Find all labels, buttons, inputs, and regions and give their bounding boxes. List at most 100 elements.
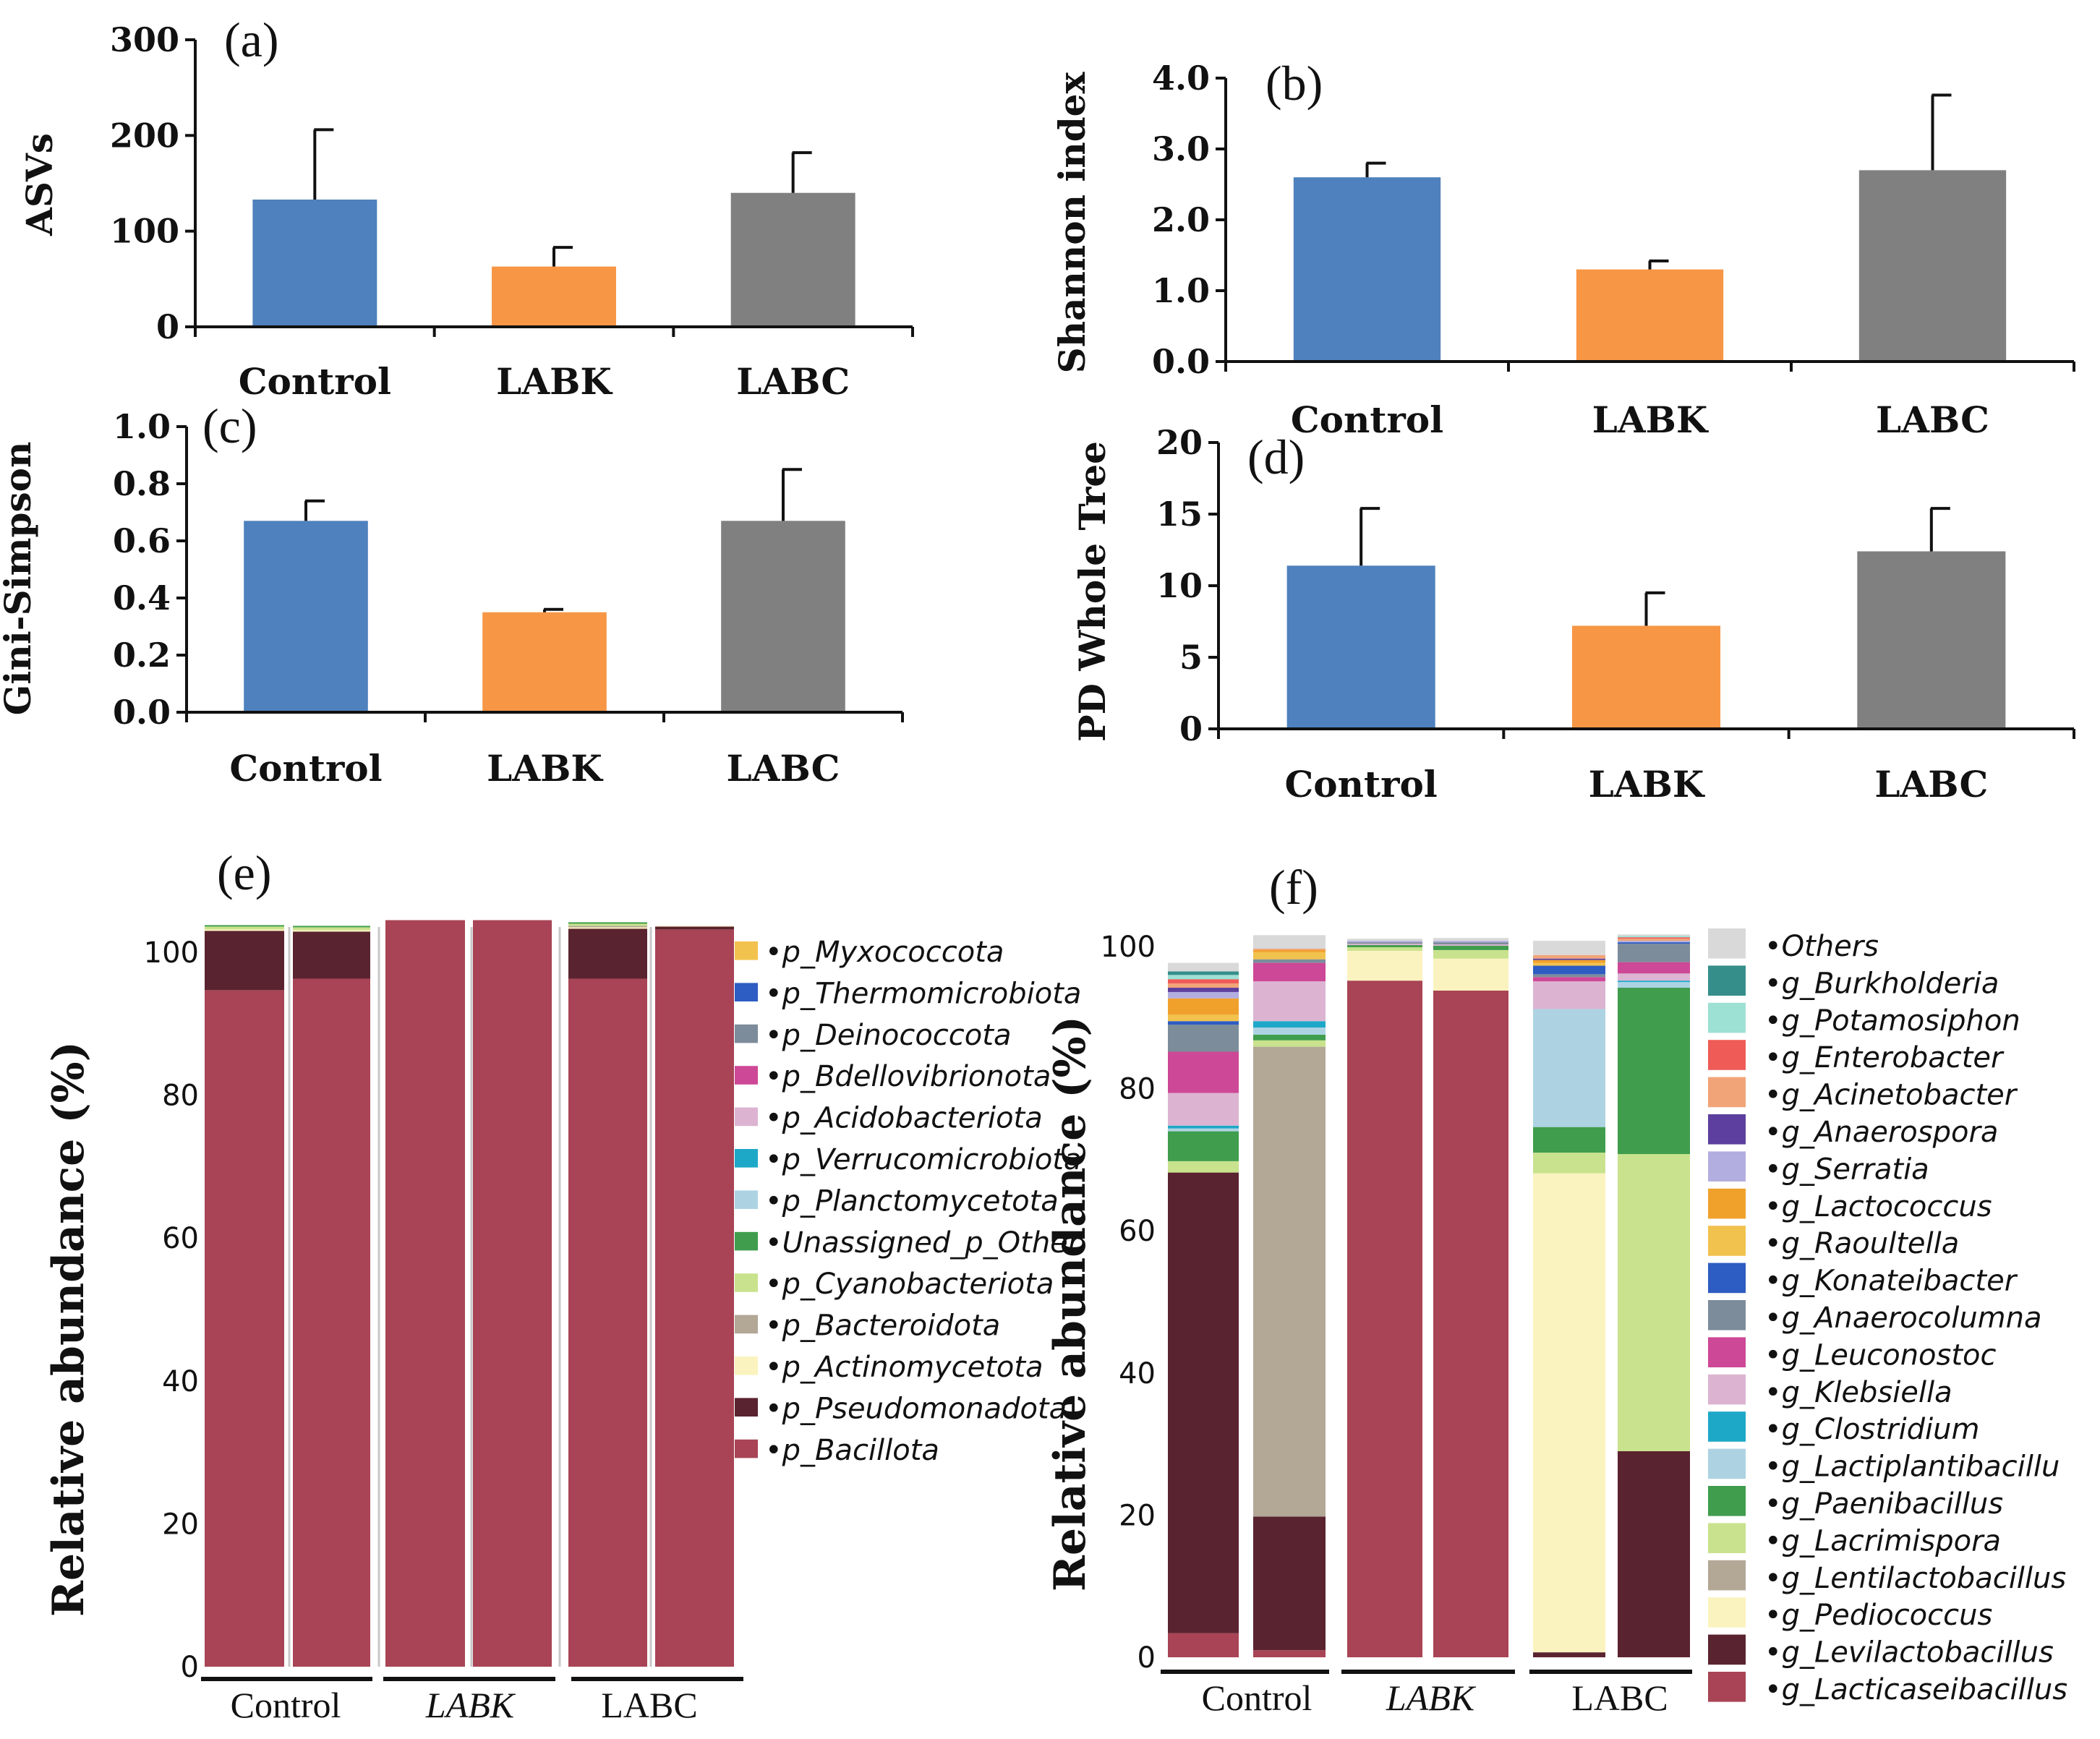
y-tick-label: 20 (162, 1508, 199, 1541)
legend-label: •g_Leuconostoc (1764, 1338, 1997, 1372)
stack-segment (1253, 1027, 1326, 1035)
legend-label: •g_Klebsiella (1764, 1376, 1952, 1409)
legend-label: •p_Myxococcota (765, 936, 1004, 969)
y-tick-label: 60 (162, 1222, 199, 1255)
legend-label: •p_Actinomycetota (765, 1351, 1043, 1384)
legend-swatch (1708, 1262, 1746, 1294)
stack-segment (1533, 1127, 1605, 1153)
stack-segment (205, 931, 284, 991)
legend-swatch (735, 1356, 758, 1375)
stack-segment (1168, 1128, 1239, 1132)
legend-label: •p_Verrucomicrobiota (765, 1143, 1081, 1176)
stack-segment (1168, 1131, 1239, 1161)
legend-label: •g_Raoultella (1764, 1227, 1959, 1260)
legend-label: •g_Pediococcus (1764, 1599, 1992, 1632)
y-tick-label: 0.6 (113, 521, 171, 560)
stack-segment (1253, 952, 1326, 960)
legend-swatch (1708, 1300, 1746, 1330)
stack-segment (1618, 936, 1690, 938)
y-tick-label: 40 (1119, 1357, 1156, 1390)
stack-segment (1618, 939, 1690, 941)
stack-segment (1618, 1450, 1690, 1657)
y-tick-label: 0 (156, 307, 179, 346)
stack-segment (1168, 971, 1239, 975)
stack-segment (1253, 949, 1326, 952)
legend-label: •g_Burkholderia (1764, 967, 1999, 1000)
legend-label: •Others (1764, 930, 1879, 963)
y-tick-label: 3.0 (1152, 129, 1210, 168)
stack-segment (568, 928, 647, 979)
y-tick-label: 10 (1156, 566, 1203, 605)
y-tick-label: 4.0 (1152, 59, 1210, 98)
y-tick-label: 100 (1101, 931, 1156, 964)
stack-segment (1347, 980, 1422, 1657)
group-label: LABK (1386, 1678, 1477, 1718)
legend-swatch (1708, 1672, 1746, 1702)
y-tick-label: 100 (144, 936, 199, 970)
stack-segment (1253, 1046, 1326, 1517)
stack-segment (1347, 945, 1422, 947)
stack-segment (1168, 1051, 1239, 1093)
stack-segment (1533, 1652, 1605, 1657)
stack-segment (1347, 942, 1422, 944)
stack-segment (1433, 949, 1508, 959)
y-tick-label: 300 (110, 20, 179, 59)
group-label: LABC (601, 1685, 697, 1725)
stack-segment (1168, 979, 1239, 984)
y-tick-label: 0.0 (113, 693, 171, 732)
x-tick-label: LABC (736, 360, 850, 403)
stack-segment (1168, 988, 1239, 992)
stack-segment (1168, 991, 1239, 999)
bar (1858, 170, 2007, 362)
stack-segment (1168, 983, 1239, 988)
stack-segment (1168, 998, 1239, 1015)
stack-segment (1347, 944, 1422, 946)
panel-label: (c) (202, 398, 257, 453)
y-tick-label: 0 (1179, 709, 1203, 748)
stack-segment (1253, 1034, 1326, 1041)
stack-segment (293, 930, 370, 932)
y-tick-label: 200 (110, 116, 179, 155)
legend-swatch (1708, 1486, 1746, 1516)
bar (730, 192, 855, 327)
stack-segment (205, 990, 284, 1667)
stack-segment (1253, 959, 1326, 963)
stack-segment (1433, 938, 1508, 941)
y-axis-title: ASVs (18, 133, 61, 236)
y-axis-title: PD Whole Tree (1071, 441, 1114, 742)
stack-segment (1168, 962, 1239, 972)
stack-segment (1533, 954, 1605, 959)
stack-segment (1433, 942, 1508, 945)
stack-segment (293, 927, 370, 931)
stack-segment (1533, 941, 1605, 955)
y-tick-label: 0.8 (113, 464, 171, 503)
stack-segment (568, 927, 647, 929)
y-tick-label: 100 (110, 212, 179, 251)
legend-swatch (735, 1107, 758, 1127)
legend-label: •g_Lactiplantibacillu (1764, 1450, 2060, 1484)
stack-segment (1433, 941, 1508, 943)
legend-swatch (1708, 1523, 1746, 1553)
stack-segment (1347, 941, 1422, 943)
y-tick-label: 5 (1179, 638, 1203, 677)
y-tick-label: 80 (1119, 1073, 1156, 1106)
y-tick-label: 0.2 (113, 636, 171, 675)
y-tick-label: 0 (181, 1651, 199, 1684)
legend-swatch (735, 1066, 758, 1085)
legend-label: •p_Bdellovibrionota (765, 1060, 1051, 1093)
y-tick-label: 60 (1119, 1215, 1156, 1248)
legend-label: •g_Lactococcus (1764, 1190, 1992, 1223)
legend-label: •g_Lentilactobacillus (1764, 1562, 2066, 1595)
stack-segment (1168, 1172, 1239, 1633)
stack-segment (205, 926, 284, 930)
y-tick-label: 20 (1119, 1499, 1156, 1532)
legend-label: •p_Bacteroidota (765, 1309, 1000, 1343)
legend-label: •g_Lacrimispora (1764, 1524, 2001, 1558)
stack-segment (1618, 942, 1690, 944)
y-tick-label: 0 (1138, 1641, 1156, 1675)
stack-segment (1533, 981, 1605, 1009)
legend-swatch (1708, 1560, 1746, 1591)
stack-segment (293, 926, 370, 928)
stack-segment (568, 978, 647, 1667)
legend-swatch (735, 1231, 758, 1251)
